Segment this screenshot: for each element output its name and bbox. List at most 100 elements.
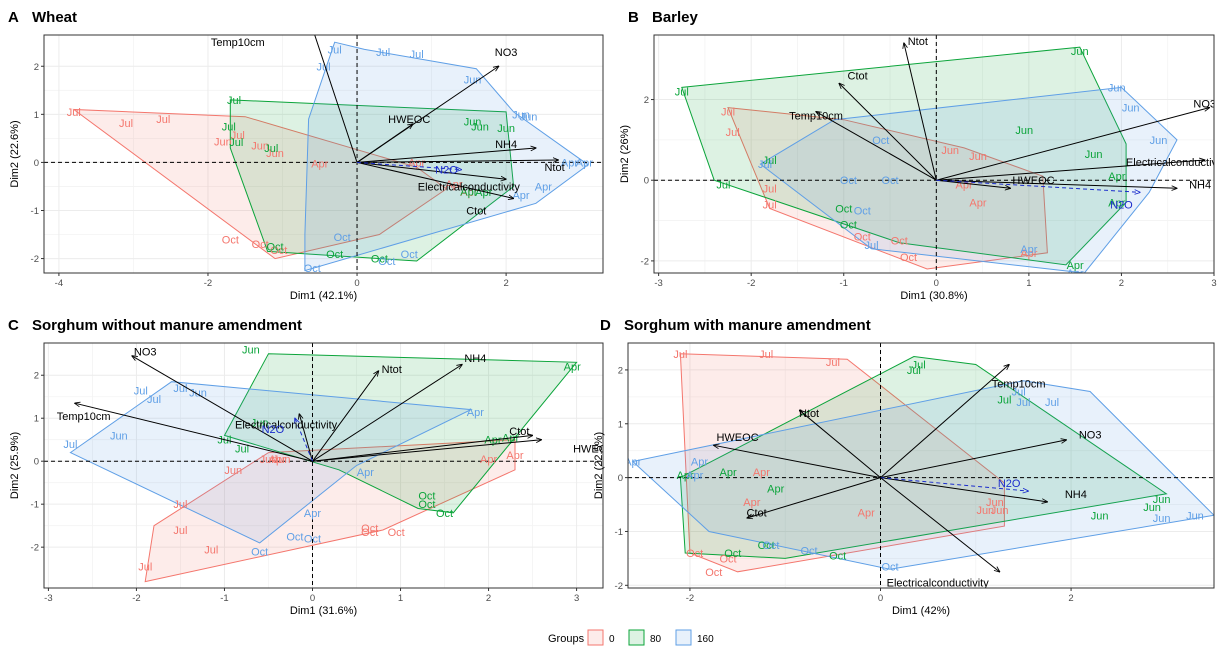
point-label: Oct (840, 220, 857, 232)
vector-label: HWEOC (1012, 175, 1054, 187)
y-axis-label: Dim2 (22.5%) (593, 432, 605, 499)
vector-label: Temp10cm (211, 37, 265, 49)
point-label: Jul (675, 86, 689, 98)
point-label: Apr (1020, 248, 1037, 260)
point-label: Apr (1108, 171, 1125, 183)
vector-arrow-n2o (880, 477, 1029, 491)
point-label: Oct (762, 540, 779, 552)
x-tick-label: 0 (934, 278, 939, 289)
hull-group-0 (144, 439, 516, 583)
point-label: Jun (189, 387, 207, 399)
point-label: Oct (719, 553, 736, 565)
y-tick-label: -1 (31, 206, 39, 217)
vector-arrow-nh4 (312, 364, 462, 462)
vector-arrow-electricalconductivity (880, 477, 1000, 572)
plot-border (43, 34, 604, 274)
point-label: Oct (705, 567, 722, 579)
point-label: Jul (376, 47, 390, 59)
point-label: Apr (624, 456, 641, 468)
point-label: Jul (763, 199, 777, 211)
hull-group-0 (72, 108, 448, 260)
vector-arrow-no3 (880, 440, 1067, 479)
point-label: Oct (854, 205, 871, 217)
point-label: Apr (719, 467, 736, 479)
x-tick-label: 2 (503, 278, 508, 289)
point-label: Jun (214, 137, 232, 149)
point-label: Apr (512, 190, 529, 202)
point-label: Oct (829, 551, 846, 563)
vector-label: HWEOC (388, 114, 430, 126)
point-label: Jul (204, 544, 218, 556)
point-label: Jul (721, 107, 735, 119)
point-label: Jul (264, 143, 278, 155)
point-label: Jul (410, 49, 424, 61)
point-label: Apr (677, 470, 694, 482)
vector-label: NH4 (495, 139, 517, 151)
point-label: Jul (763, 155, 777, 167)
legend: Groups 0 80 160 (548, 629, 714, 646)
vector-arrow-nh4 (936, 179, 1177, 188)
point-label: Jun (969, 151, 987, 163)
point-label: Oct (835, 203, 852, 215)
vector-label: NH4 (1189, 179, 1211, 191)
y-tick-label: 1 (34, 110, 39, 121)
point-label: Apr (858, 508, 875, 520)
point-label: Jun (991, 505, 1009, 517)
point-label: Apr (767, 483, 784, 495)
point-label: Oct (371, 254, 388, 266)
point-label: Jun (251, 418, 269, 430)
point-label: Jun (1122, 103, 1140, 115)
vector-label: Temp10cm (789, 111, 843, 123)
point-label: Oct (401, 249, 418, 261)
point-label: Jul (222, 121, 236, 133)
point-label: Oct (361, 523, 378, 535)
vector-label: NO3 (495, 47, 518, 59)
point-label: Apr (535, 181, 552, 193)
vector-arrow-temp10cm (75, 403, 313, 462)
y-tick-label: 2 (644, 95, 649, 106)
vector-label: NH4 (464, 353, 486, 365)
legend-swatch-80 (628, 629, 645, 646)
point-label: Jun (1015, 125, 1033, 137)
x-tick-label: -2 (747, 278, 755, 289)
vector-arrow-hweoc (356, 124, 413, 163)
x-tick-label: 2 (1068, 593, 1073, 604)
vector-arrow-temp10cm (880, 365, 1010, 478)
point-label: Oct (758, 540, 775, 552)
point-label: Jun (497, 123, 515, 135)
point-label: Oct (286, 531, 303, 543)
point-label: Jul (328, 44, 342, 56)
point-label: Oct (891, 236, 908, 248)
point-label: Jun (224, 465, 242, 477)
point-label: Apr (467, 407, 484, 419)
panel-letter: D (600, 317, 611, 334)
y-tick-label: -2 (641, 256, 649, 267)
vector-arrow-ctot (312, 435, 532, 462)
vector-arrow-n2o (357, 161, 461, 169)
vector-arrow-hweoc (936, 179, 1010, 188)
hull-group-160 (69, 381, 473, 544)
point-label: Jul (316, 61, 330, 73)
point-label: Oct (326, 249, 343, 261)
point-label: Jul (997, 395, 1011, 407)
vector-label: Ctot (509, 426, 529, 438)
vector-label: NO3 (1079, 430, 1102, 442)
point-label: Jul (759, 349, 773, 361)
vector-label: Electricalconductivity (235, 420, 338, 432)
point-label: Oct (266, 242, 283, 254)
point-label: Apr (460, 187, 477, 199)
vector-arrow-ctot (839, 83, 937, 181)
y-tick-label: 0 (34, 158, 39, 169)
point-label: Jun (260, 454, 278, 466)
point-label: Jun (1186, 510, 1204, 522)
point-label: Jun (1153, 494, 1171, 506)
x-tick-label: 2 (486, 593, 491, 604)
vector-arrow-temp10cm (816, 112, 937, 181)
vector-label: Electricalconductivity (418, 181, 521, 193)
vector-arrow-no3 (936, 108, 1209, 181)
point-label: Jun (1085, 149, 1103, 161)
point-label: Jul (217, 435, 231, 447)
x-tick-label: 2 (1119, 278, 1124, 289)
